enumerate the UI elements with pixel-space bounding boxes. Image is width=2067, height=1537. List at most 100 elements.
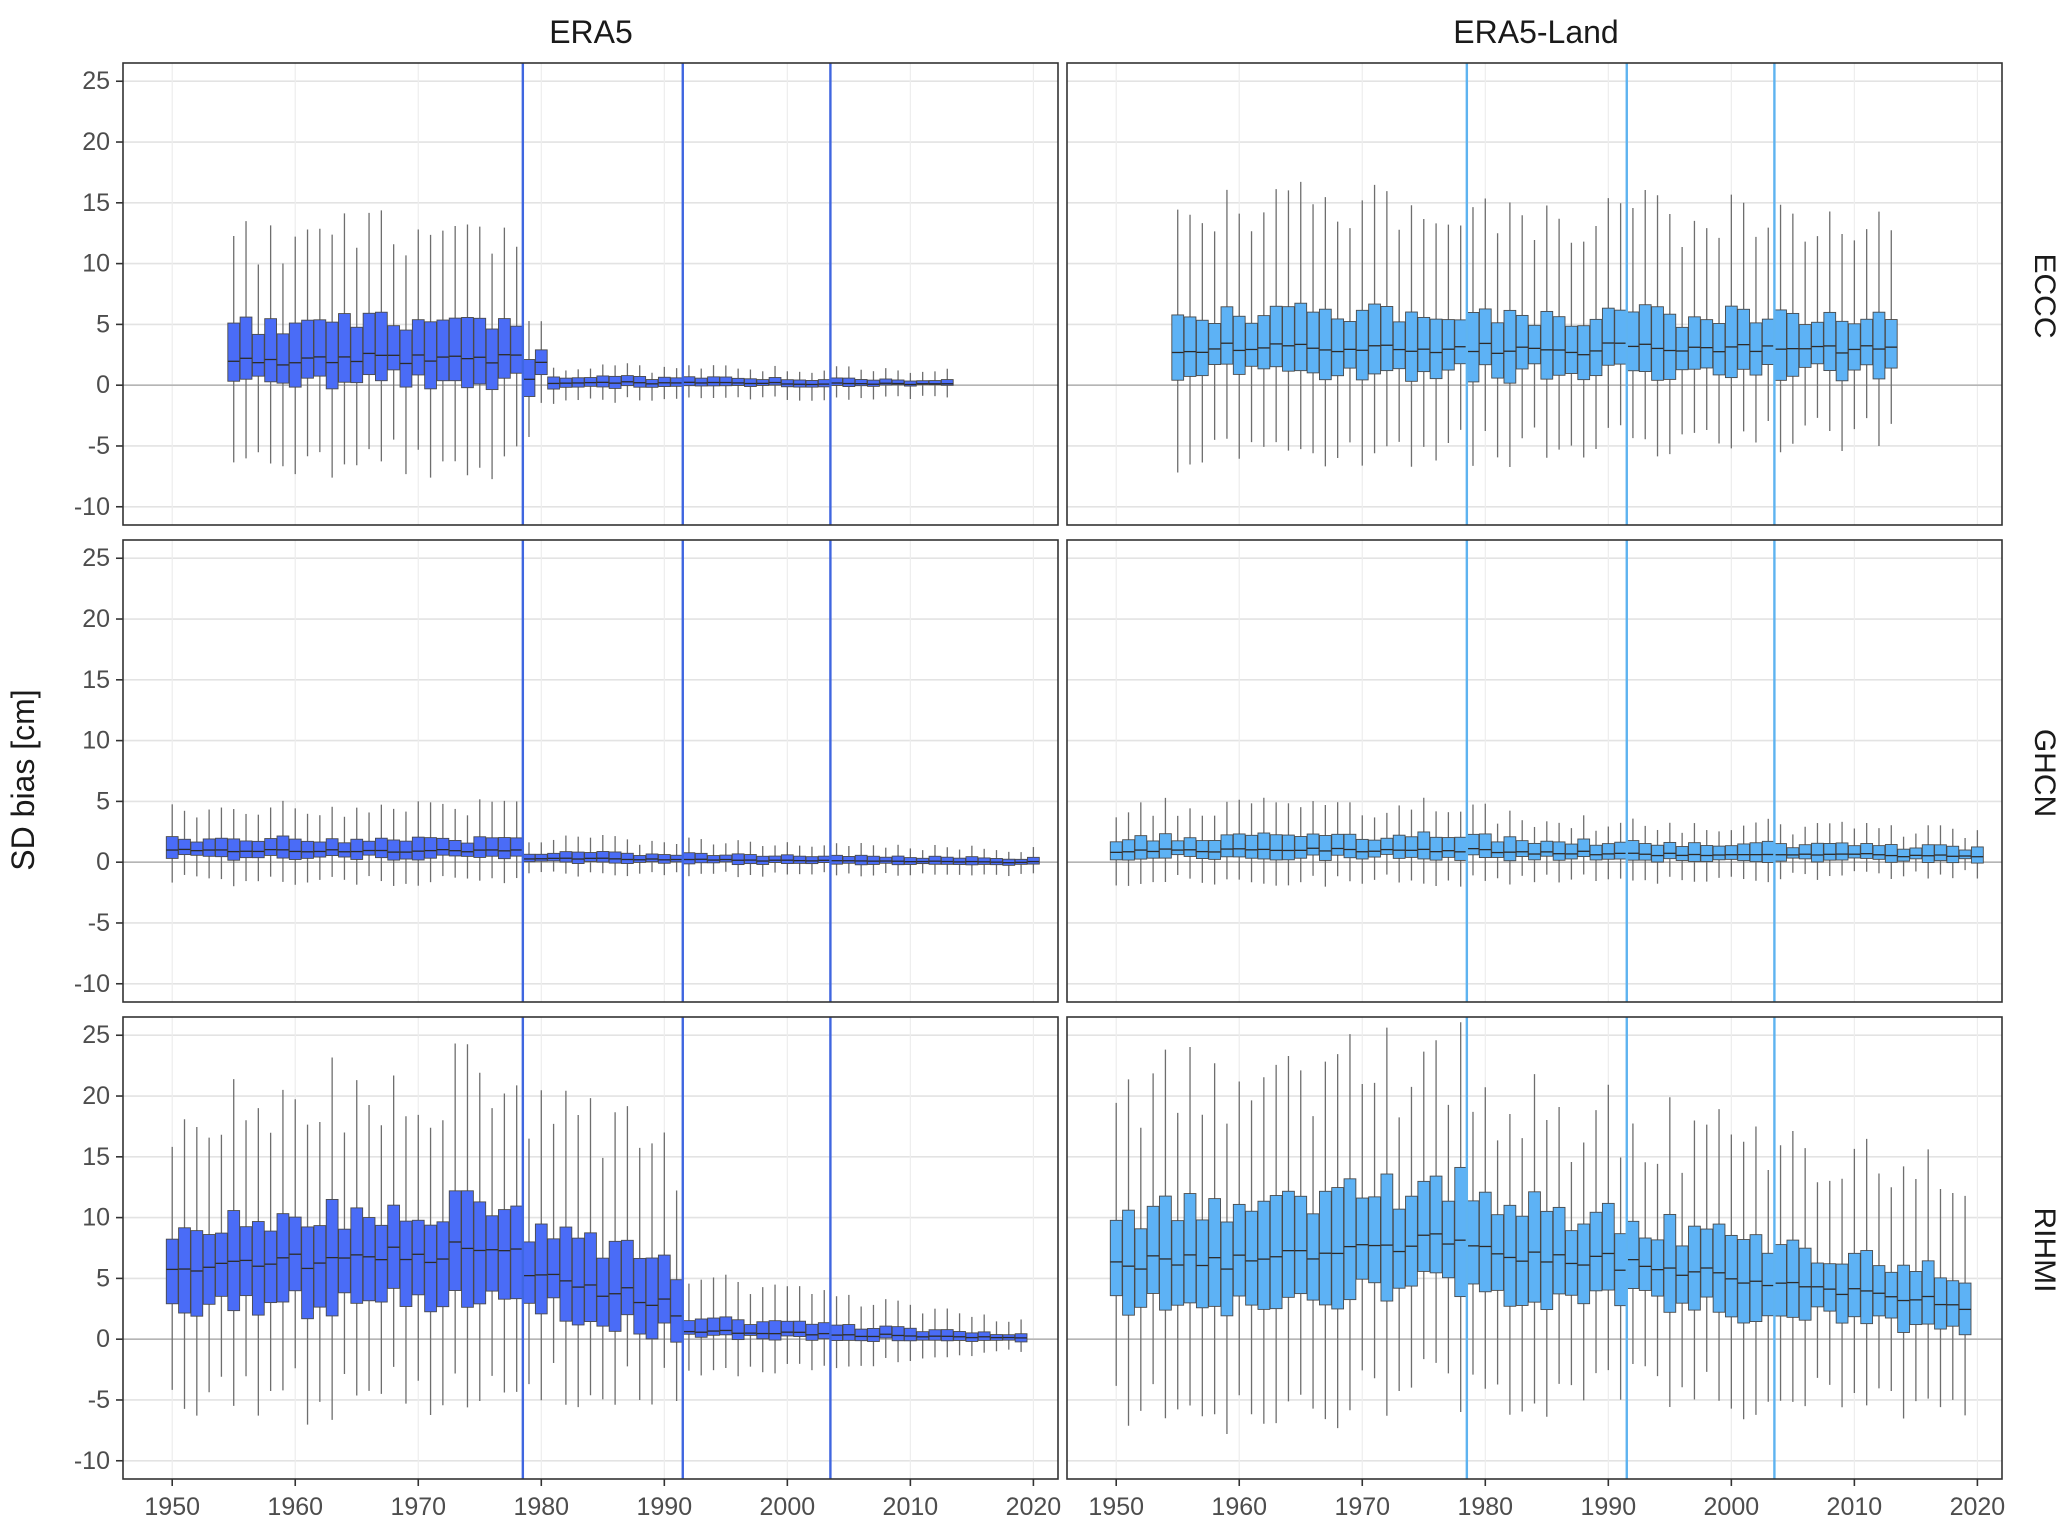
box-body bbox=[1909, 847, 1923, 860]
box-2011 bbox=[916, 371, 930, 396]
box-2006 bbox=[854, 1306, 868, 1366]
box-body bbox=[251, 840, 265, 859]
box-2000 bbox=[1724, 1134, 1738, 1409]
box-body bbox=[1749, 322, 1763, 376]
box-body bbox=[1405, 311, 1418, 382]
box-1950 bbox=[165, 804, 179, 883]
box-body bbox=[1195, 1219, 1209, 1309]
box-body bbox=[1417, 831, 1431, 860]
box-1997 bbox=[1688, 220, 1701, 433]
panels: -10 -5 0 5 10 15 20 25 -10 -5 0 5 10 15 20 25 -10 -5 0 5 10 1… bbox=[74, 62, 2005, 1521]
box-1957 bbox=[251, 1108, 265, 1416]
box-2004 bbox=[1774, 204, 1787, 453]
box-2010 bbox=[1848, 1148, 1861, 1394]
box-body bbox=[1663, 841, 1677, 860]
box-1973 bbox=[1392, 229, 1406, 442]
box-1971 bbox=[424, 1127, 437, 1416]
box-2010 bbox=[1848, 240, 1861, 430]
box-1955 bbox=[1171, 815, 1185, 876]
box-body bbox=[1503, 309, 1517, 384]
x-tick-label: 2020 bbox=[1006, 1493, 1062, 1521]
box-body bbox=[239, 1226, 253, 1297]
box-body bbox=[817, 379, 831, 388]
y-tick-label: 20 bbox=[82, 1082, 110, 1110]
box-body bbox=[1934, 844, 1947, 862]
box-1992 bbox=[1626, 207, 1640, 439]
box-body bbox=[780, 1320, 794, 1337]
box-body bbox=[1159, 1195, 1172, 1311]
box-1961 bbox=[301, 813, 314, 883]
box-body bbox=[498, 1209, 511, 1300]
x-tick-label: 1980 bbox=[1457, 1493, 1513, 1521]
box-1996 bbox=[731, 840, 745, 878]
box-1966 bbox=[362, 212, 376, 450]
panel-era5-rihmi: -10 -5 0 5 10 15 20 25 1950 1960 1970 1980 1990 2000 2… bbox=[74, 1016, 1062, 1521]
box-1985 bbox=[596, 1157, 610, 1400]
box-2000 bbox=[780, 1286, 794, 1364]
box-2003 bbox=[817, 370, 831, 401]
box-body bbox=[1282, 1190, 1295, 1298]
box-1955 bbox=[227, 1079, 241, 1406]
box-1959 bbox=[1220, 801, 1234, 880]
box-1983 bbox=[571, 369, 585, 401]
box-body bbox=[264, 1230, 277, 1304]
x-tick-label: 1950 bbox=[144, 1493, 200, 1521]
box-body bbox=[1269, 305, 1283, 368]
box-2020 bbox=[1971, 830, 1984, 879]
box-body bbox=[1848, 323, 1861, 371]
box-body bbox=[854, 379, 868, 387]
box-body bbox=[584, 1232, 597, 1322]
box-2019 bbox=[1014, 1319, 1028, 1352]
box-body bbox=[1651, 844, 1664, 863]
box-2004 bbox=[830, 1296, 843, 1369]
box-body bbox=[1565, 325, 1578, 374]
box-body bbox=[1675, 326, 1689, 371]
box-2000 bbox=[1724, 830, 1738, 877]
box-body bbox=[608, 1240, 622, 1332]
y-tick-label: -5 bbox=[88, 909, 110, 937]
box-body bbox=[1368, 303, 1381, 375]
box-1951 bbox=[178, 810, 191, 875]
y-tick-label: -10 bbox=[74, 1447, 110, 1475]
box-body bbox=[301, 1226, 314, 1320]
box-1978 bbox=[510, 1085, 524, 1392]
y-tick-label: 20 bbox=[82, 128, 110, 156]
box-body bbox=[1552, 1206, 1566, 1295]
box-body bbox=[1294, 836, 1308, 859]
box-body bbox=[1466, 833, 1480, 856]
box-1958 bbox=[1208, 231, 1221, 440]
box-body bbox=[1528, 842, 1541, 861]
box-body bbox=[325, 838, 339, 857]
box-body bbox=[1282, 306, 1295, 372]
y-tick-label: 10 bbox=[82, 1204, 110, 1232]
box-body bbox=[1294, 302, 1308, 372]
box-body bbox=[165, 836, 179, 859]
box-1982 bbox=[1503, 1113, 1517, 1415]
box-body bbox=[1454, 1166, 1468, 1298]
y-tick-label: 15 bbox=[82, 189, 110, 217]
box-body bbox=[1798, 844, 1812, 860]
box-1984 bbox=[1528, 240, 1541, 428]
box-1956 bbox=[1183, 214, 1197, 465]
box-body bbox=[1171, 1220, 1185, 1306]
box-body bbox=[1245, 834, 1258, 859]
box-body bbox=[657, 854, 671, 864]
box-1958 bbox=[1208, 815, 1221, 885]
box-1960 bbox=[1232, 213, 1246, 459]
box-body bbox=[817, 855, 831, 863]
panel-border bbox=[1066, 62, 2003, 526]
box-body bbox=[227, 1210, 241, 1312]
box-body bbox=[1343, 321, 1357, 369]
box-2008 bbox=[1823, 823, 1837, 877]
box-body bbox=[1318, 1190, 1332, 1306]
box-body bbox=[584, 852, 597, 862]
box-2008 bbox=[879, 368, 893, 397]
box-body bbox=[1638, 304, 1652, 373]
box-1968 bbox=[1331, 221, 1345, 459]
box-body bbox=[1171, 314, 1185, 381]
box-1965 bbox=[350, 807, 364, 885]
box-1981 bbox=[547, 367, 560, 404]
box-1959 bbox=[276, 263, 290, 467]
box-2013 bbox=[1884, 1187, 1898, 1392]
box-body bbox=[891, 855, 905, 866]
